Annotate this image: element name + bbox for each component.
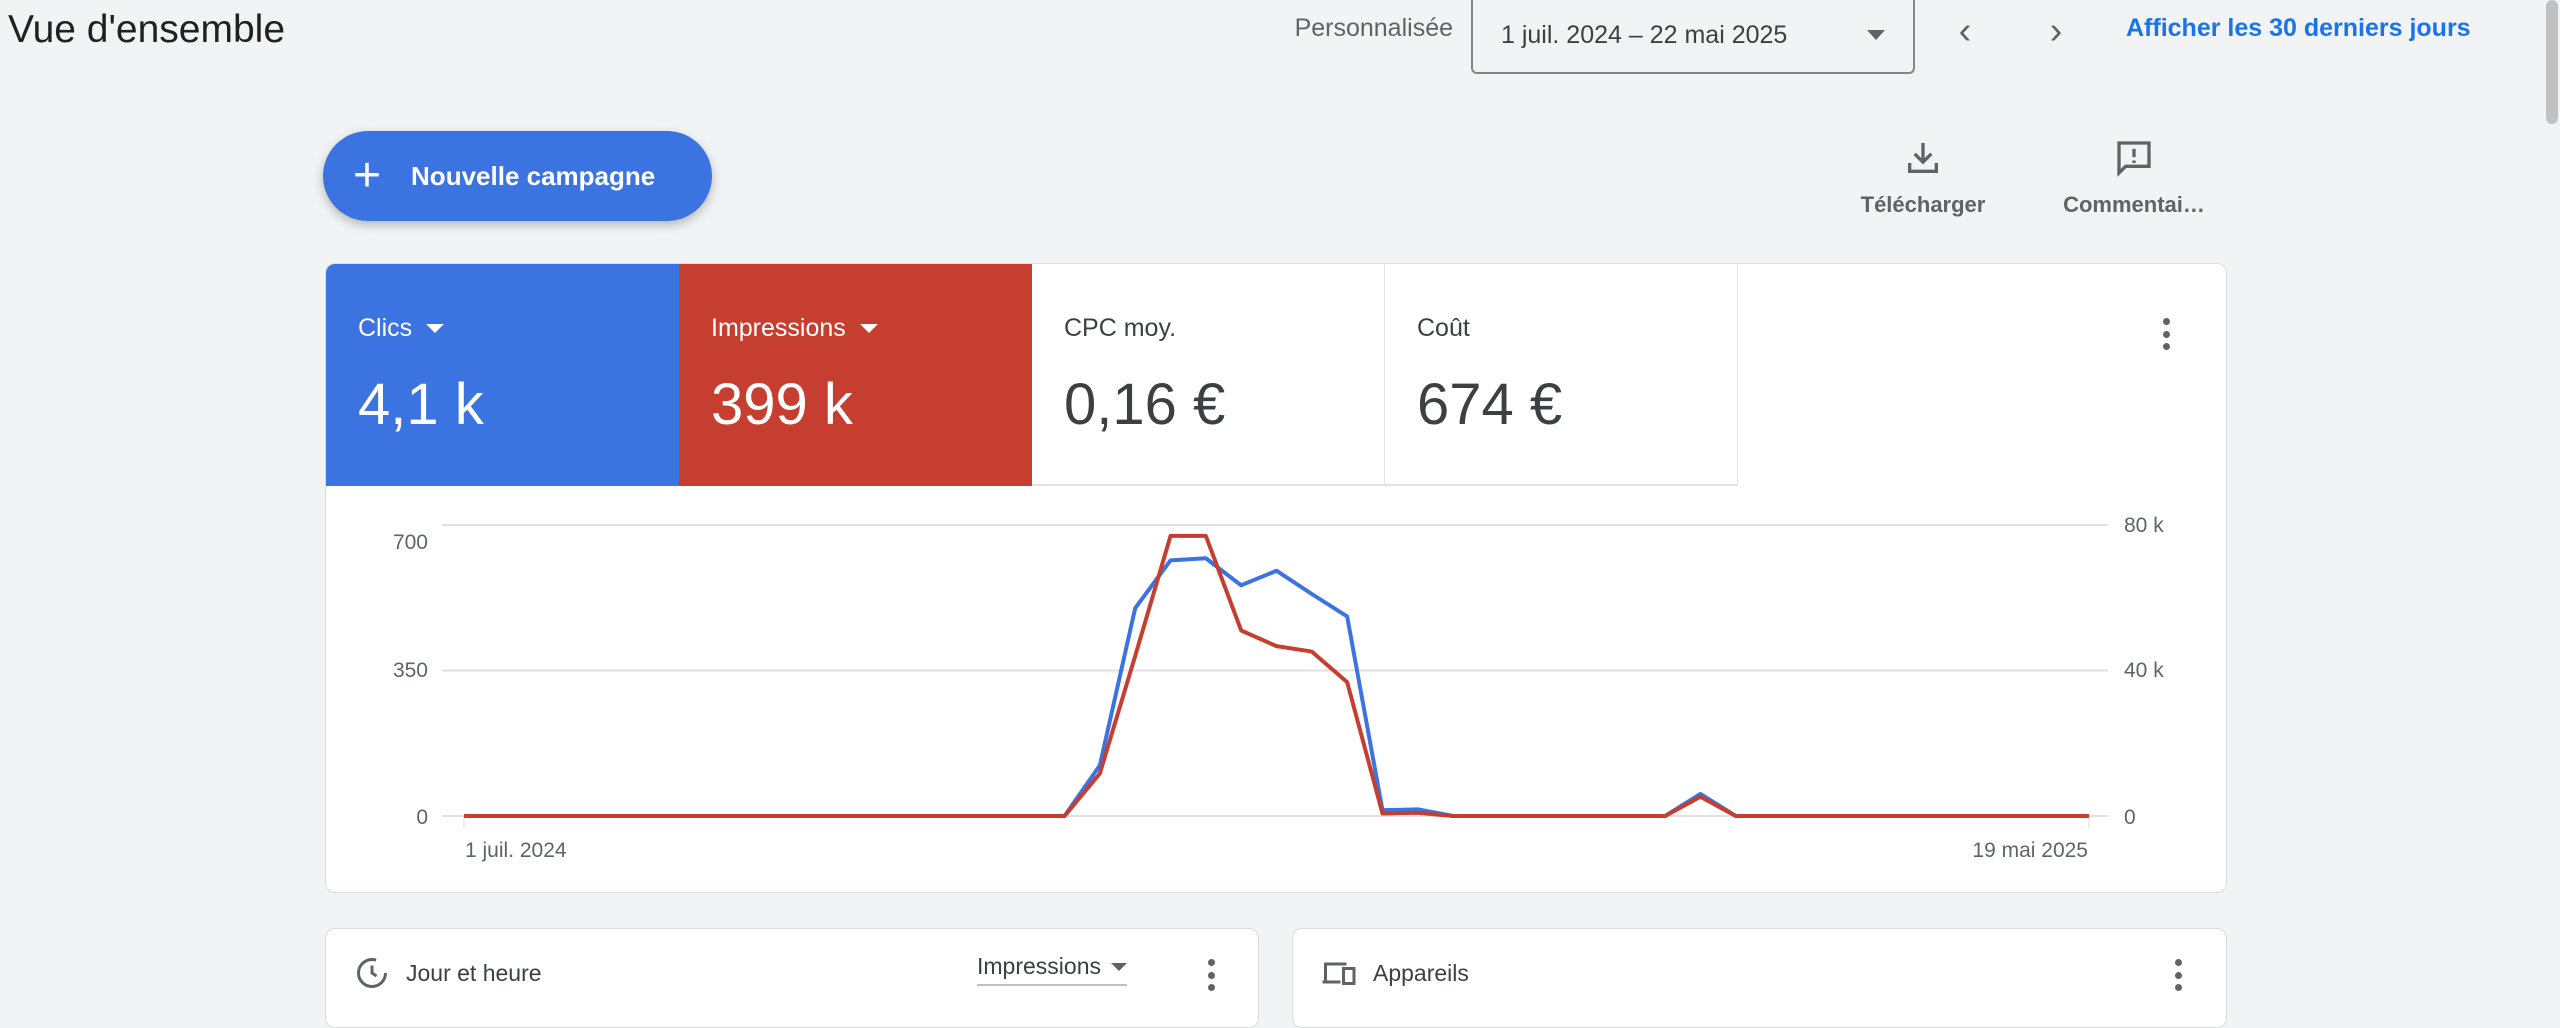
card-title: Appareils xyxy=(1373,959,1469,986)
metric-label: CPC moy. xyxy=(1064,314,1177,342)
performance-chart: 700 350 0 80 k 40 k 0 1 juil. 2024 19 ma… xyxy=(393,514,2164,862)
dropdown-caret-icon xyxy=(1110,962,1127,971)
metric-label: Clics xyxy=(358,314,413,342)
plus-icon: + xyxy=(353,149,382,202)
clock-icon xyxy=(357,958,387,988)
more-options-icon[interactable] xyxy=(2163,955,2193,995)
devices-icon xyxy=(1322,962,1356,985)
right-axis-tick: 40 k xyxy=(2124,659,2164,682)
new-campaign-label: Nouvelle campagne xyxy=(411,160,656,191)
page-title: Vue d'ensemble xyxy=(8,8,286,51)
metric-value: 4,1 k xyxy=(358,372,484,437)
download-label: Télécharger xyxy=(1860,192,1986,217)
feedback-button[interactable]: Commentai… xyxy=(2044,138,2224,218)
metric-tile-cost[interactable]: Coût 674 € xyxy=(1385,264,1738,486)
chevron-right-icon[interactable]: › xyxy=(2049,10,2063,52)
performance-card: Clics 4,1 k Impressions 399 k CPC moy. 0… xyxy=(325,263,2227,893)
new-campaign-button[interactable]: + Nouvelle campagne xyxy=(323,131,712,221)
date-range-value: 1 juil. 2024 – 22 mai 2025 xyxy=(1501,20,1788,49)
metric-value: 399 k xyxy=(711,372,853,437)
metric-value: 674 € xyxy=(1417,372,1563,437)
card-title: Jour et heure xyxy=(406,959,542,986)
scrollbar[interactable] xyxy=(2546,0,2558,124)
download-button[interactable]: Télécharger xyxy=(1833,138,2013,218)
feedback-icon xyxy=(2117,141,2151,178)
day-and-hour-card: Jour et heure Impressions xyxy=(325,928,1259,1028)
more-options-icon[interactable] xyxy=(2151,314,2181,354)
dropdown-caret-icon xyxy=(1867,30,1885,40)
right-axis-tick: 80 k xyxy=(2124,514,2164,537)
feedback-label: Commentai… xyxy=(2063,192,2205,217)
download-icon xyxy=(1908,143,1938,173)
left-axis-tick: 700 xyxy=(393,531,428,554)
series-line-impressions xyxy=(464,533,2089,818)
x-axis-label-start: 1 juil. 2024 xyxy=(465,839,567,862)
series-line-clics xyxy=(464,556,2089,818)
metric-select-value: Impressions xyxy=(977,953,1101,979)
metric-label: Impressions xyxy=(711,314,846,342)
chevron-left-icon[interactable]: ‹ xyxy=(1958,10,1972,52)
dropdown-caret-icon xyxy=(426,324,445,333)
metric-tile-impressions[interactable]: Impressions 399 k xyxy=(679,264,1032,486)
metric-label: Coût xyxy=(1417,314,1470,342)
metric-tile-avg-cpc[interactable]: CPC moy. 0,16 € xyxy=(1032,264,1385,486)
more-options-icon[interactable] xyxy=(1196,955,1226,995)
left-axis-tick: 0 xyxy=(416,806,428,829)
date-range-picker[interactable]: 1 juil. 2024 – 22 mai 2025 xyxy=(1471,0,1915,74)
range-type-label: Personnalisée xyxy=(1294,14,1453,42)
dropdown-caret-icon xyxy=(859,324,878,333)
devices-card: Appareils xyxy=(1292,928,2227,1028)
x-axis-label-end: 19 mai 2025 xyxy=(1972,839,2088,862)
metric-select[interactable]: Impressions xyxy=(977,953,1127,986)
left-axis-tick: 350 xyxy=(393,659,428,682)
right-axis-tick: 0 xyxy=(2124,806,2136,829)
last-30-days-link[interactable]: Afficher les 30 derniers jours xyxy=(2126,14,2471,42)
metric-tile-clicks[interactable]: Clics 4,1 k xyxy=(326,264,679,486)
metric-value: 0,16 € xyxy=(1064,372,1226,437)
